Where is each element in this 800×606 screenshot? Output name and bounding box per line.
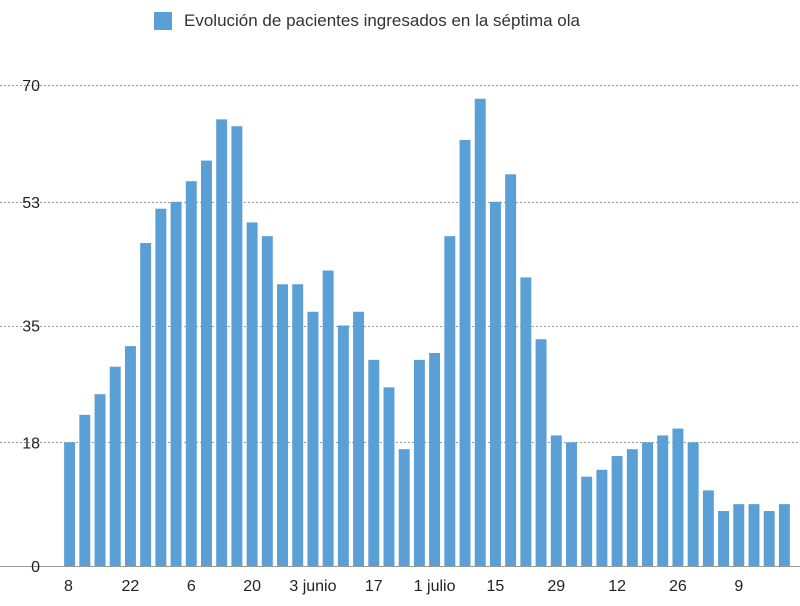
bar <box>413 359 425 566</box>
bar <box>155 208 167 566</box>
bar <box>368 359 380 566</box>
bar <box>459 139 471 566</box>
legend-label: Evolución de pacientes ingresados en la … <box>184 11 580 30</box>
bar <box>140 243 152 567</box>
legend-swatch <box>154 12 172 30</box>
x-tick-label: 22 <box>122 578 140 595</box>
bar <box>398 449 410 566</box>
bar <box>353 311 365 566</box>
bar <box>596 469 608 566</box>
bar <box>109 366 121 566</box>
x-tick-label: 8 <box>64 578 73 595</box>
bar <box>535 339 547 566</box>
bar <box>611 456 623 566</box>
y-tick-label: 70 <box>22 78 40 95</box>
bar <box>307 311 319 566</box>
bar <box>383 387 395 566</box>
bar <box>79 414 91 566</box>
bar <box>261 236 273 567</box>
x-tick-label: 29 <box>547 578 565 595</box>
bar <box>642 442 653 566</box>
bar <box>778 504 790 566</box>
x-tick-label: 9 <box>734 578 743 595</box>
bar <box>94 394 106 566</box>
bar <box>124 346 136 566</box>
bar <box>687 442 699 566</box>
bar <box>657 435 669 566</box>
bar <box>702 490 714 566</box>
bar <box>550 435 562 566</box>
bar <box>185 181 197 566</box>
x-tick-label: 12 <box>608 578 626 595</box>
x-tick-label: 6 <box>187 578 196 595</box>
bar <box>201 160 212 566</box>
legend: Evolución de pacientes ingresados en la … <box>154 10 580 32</box>
bar <box>444 236 456 567</box>
x-tick-label: 20 <box>243 578 261 595</box>
x-axis-ticks: 8 22 6 20 3 junio 17 1 julio 15 29 12 26 9 <box>64 578 743 595</box>
bars <box>64 98 790 567</box>
bar <box>429 352 441 566</box>
bar <box>733 504 745 566</box>
bar <box>216 119 228 567</box>
bar <box>474 98 486 567</box>
bar <box>231 126 243 566</box>
y-tick-label: 18 <box>22 435 40 452</box>
bar <box>170 201 182 566</box>
bar <box>337 325 349 566</box>
bar <box>64 442 76 566</box>
x-tick-label: 26 <box>669 578 687 595</box>
x-tick-label: 3 junio <box>289 578 336 595</box>
x-tick-label: 15 <box>487 578 505 595</box>
bar <box>672 428 684 566</box>
bar <box>581 476 593 566</box>
bar <box>763 511 775 566</box>
bar <box>322 270 334 566</box>
bar <box>566 442 577 566</box>
bar <box>505 174 517 566</box>
y-tick-label: 53 <box>22 195 40 212</box>
bar <box>277 284 288 566</box>
x-tick-label: 1 julio <box>414 578 456 595</box>
bar <box>292 284 304 566</box>
bar <box>718 511 730 566</box>
bar <box>748 504 760 566</box>
bar <box>246 222 258 566</box>
y-axis-ticks: 0 18 35 53 70 <box>22 78 40 576</box>
bar <box>520 277 532 566</box>
y-tick-label: 35 <box>22 319 40 336</box>
y-tick-label: 0 <box>31 559 40 576</box>
bar <box>626 449 638 566</box>
bar <box>489 201 501 566</box>
x-tick-label: 17 <box>365 578 383 595</box>
